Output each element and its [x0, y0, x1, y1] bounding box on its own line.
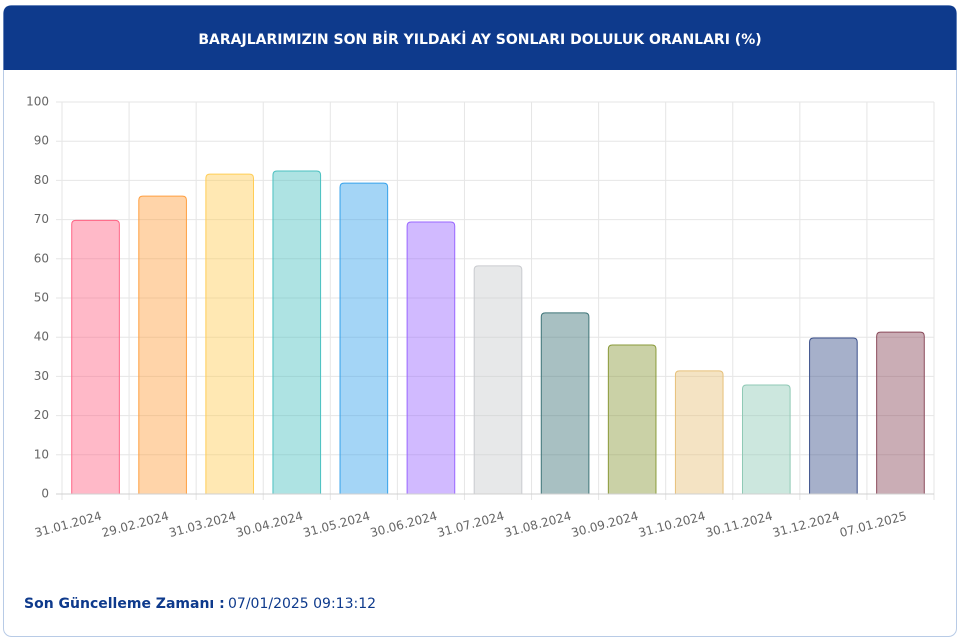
bar — [138, 195, 187, 494]
y-tick-label: 100 — [26, 95, 49, 109]
bar — [741, 384, 791, 494]
bar — [876, 331, 925, 494]
y-tick-label: 30 — [34, 369, 49, 383]
bar — [339, 182, 389, 494]
y-tick-label: 0 — [41, 487, 49, 501]
y-tick-label: 90 — [34, 134, 49, 148]
bar — [674, 370, 724, 494]
chart-title: BARAJLARIMIZIN SON BİR YILDAKİ AY SONLAR… — [198, 31, 761, 48]
footer-label: Son Güncelleme Zamanı : — [24, 596, 225, 612]
bar — [406, 221, 456, 494]
y-tick-label: 40 — [34, 330, 49, 344]
bar — [607, 344, 657, 494]
bar — [71, 219, 120, 494]
y-tick-label: 10 — [34, 447, 49, 461]
bar — [540, 312, 590, 494]
card-header — [3, 5, 957, 70]
y-tick-label: 50 — [34, 291, 49, 305]
bar — [205, 173, 255, 494]
bar — [473, 265, 523, 494]
y-tick-label: 80 — [34, 173, 49, 187]
y-tick-label: 70 — [34, 212, 49, 226]
bar — [809, 337, 858, 494]
y-tick-label: 60 — [34, 251, 49, 265]
y-tick-label: 20 — [34, 408, 49, 422]
footer-value: 07/01/2025 09:13:12 — [228, 596, 376, 612]
bar — [272, 170, 322, 494]
